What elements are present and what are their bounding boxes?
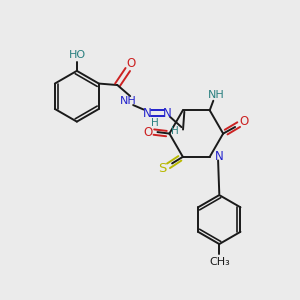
Text: O: O (127, 57, 136, 70)
Text: H: H (171, 126, 178, 136)
Text: CH₃: CH₃ (209, 257, 230, 267)
Text: O: O (143, 126, 152, 139)
Text: NH: NH (120, 96, 136, 106)
Text: S: S (158, 162, 167, 175)
Text: H: H (152, 118, 159, 128)
Text: NH: NH (208, 90, 225, 100)
Text: N: N (143, 106, 152, 120)
Text: N: N (163, 106, 172, 120)
Text: O: O (239, 115, 249, 128)
Text: N: N (215, 150, 224, 164)
Text: HO: HO (69, 50, 86, 60)
